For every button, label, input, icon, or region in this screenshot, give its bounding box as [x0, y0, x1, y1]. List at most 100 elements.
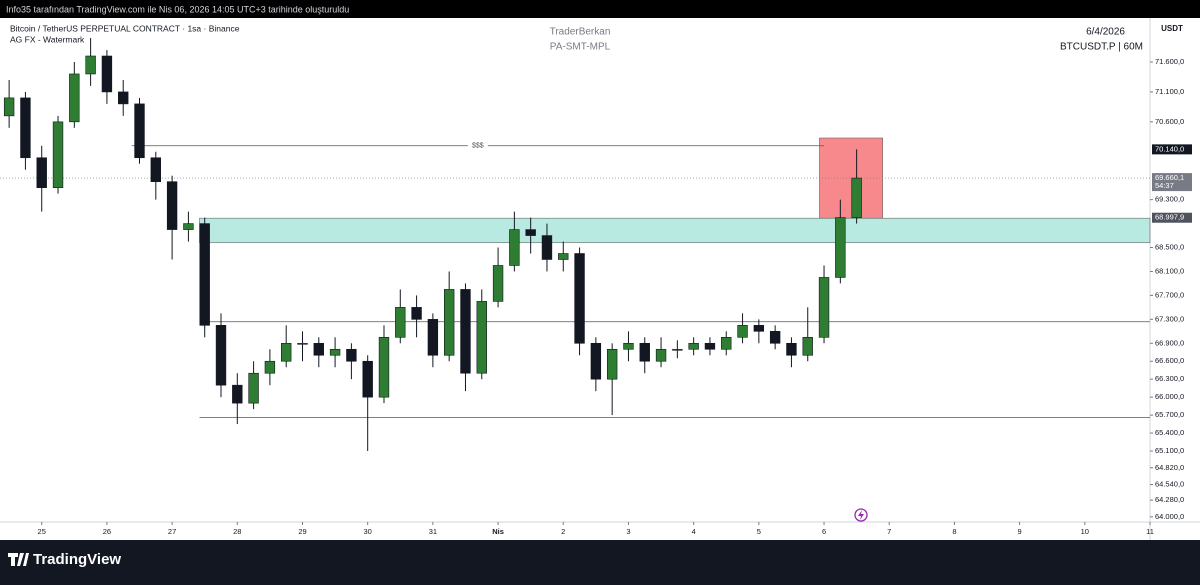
candle-body [818, 277, 830, 338]
candle-body [753, 325, 765, 332]
brand: TradingView [33, 551, 121, 568]
candle-body [395, 307, 406, 338]
zone [819, 137, 884, 219]
y-tick-label: 65.100,0 [1155, 446, 1184, 455]
price-label: 69.660,1 [1155, 173, 1184, 182]
candle-body [639, 342, 650, 362]
y-tick-label: 64.000,0 [1155, 512, 1184, 521]
candle-body [411, 307, 422, 320]
candle-body [476, 301, 487, 374]
candle-body [509, 229, 520, 266]
x-tick-label: 4 [692, 527, 696, 536]
y-tick-label: 66.300,0 [1155, 374, 1184, 383]
candle-body [606, 348, 618, 380]
y-tick-label: 66.600,0 [1155, 356, 1184, 365]
x-tick-label: 10 [1081, 527, 1089, 536]
top-bar [0, 0, 1200, 18]
currency: USDT [1161, 24, 1183, 33]
candle-body [101, 55, 113, 93]
note: Info35 tarafından TradingView.com ile Ni… [6, 4, 349, 14]
candle-body [525, 229, 536, 236]
candle-body [134, 103, 145, 159]
chart-area [0, 18, 1200, 540]
x-tick-label: 6 [822, 527, 826, 536]
author-tag: PA-SMT-MPL [550, 42, 611, 53]
candle-body [69, 73, 80, 123]
candle-body [558, 253, 569, 260]
price-label-bg [1152, 212, 1192, 223]
candle-body [541, 235, 553, 260]
candle-body [443, 289, 455, 356]
candle-body [378, 337, 390, 398]
x-tick-label: 26 [103, 527, 111, 536]
candle-body [52, 121, 64, 188]
candle-body [672, 348, 683, 351]
y-tick-label: 67.700,0 [1155, 290, 1184, 299]
candle-body [460, 289, 471, 374]
candle-body [36, 157, 47, 188]
alert-icon[interactable] [854, 508, 868, 522]
y-tick-label: 71.100,0 [1155, 87, 1184, 96]
indicator: AG FX - Watermark [10, 34, 85, 44]
date: 6/4/2026 [1086, 27, 1125, 38]
y-tick-label: 64.820,0 [1155, 463, 1184, 472]
candle-body [688, 342, 699, 350]
y-tick-label: 68.500,0 [1155, 243, 1184, 252]
price-label: 68.997,9 [1155, 213, 1184, 222]
candle-body [574, 253, 585, 344]
y-tick-label: 66.000,0 [1155, 392, 1184, 401]
candle-body [232, 384, 243, 404]
x-tick-label: Nis [492, 527, 504, 536]
candle-body [20, 97, 31, 159]
candle-body [492, 265, 504, 302]
x-tick-label: 9 [1018, 527, 1022, 536]
x-tick-label: 8 [952, 527, 956, 536]
candle-body [346, 348, 357, 362]
candle-body [427, 319, 439, 356]
brand-logo [8, 553, 29, 566]
candle-body [166, 181, 178, 230]
x-tick-label: 5 [757, 527, 761, 536]
candle-body [85, 55, 96, 75]
candle-body [851, 177, 862, 218]
y-tick-label: 64.540,0 [1155, 480, 1184, 489]
x-tick-label: 7 [887, 527, 891, 536]
candle-body [215, 325, 227, 386]
candle-body [786, 342, 797, 356]
ticker: BTCUSDT.P | 60M [1060, 42, 1143, 53]
x-tick-label: 27 [168, 527, 176, 536]
y-tick-label: 66.900,0 [1155, 338, 1184, 347]
candle-body [362, 360, 373, 398]
y-tick-label: 67.300,0 [1155, 314, 1184, 323]
x-tick-label: 25 [38, 527, 46, 536]
x-tick-label: 11 [1146, 527, 1154, 536]
candle-body [704, 342, 716, 350]
candle-body [183, 223, 194, 230]
x-tick-label: 29 [298, 527, 306, 536]
candle-body [737, 325, 748, 338]
y-tick-label: 64.280,0 [1155, 495, 1184, 504]
y-tick-label: 69.300,0 [1155, 195, 1184, 204]
y-tick-label: 65.400,0 [1155, 428, 1184, 437]
candle-body [835, 217, 846, 278]
candle-body [248, 372, 259, 404]
price-label: 70.140,0 [1155, 144, 1184, 153]
candle-body [3, 97, 15, 117]
candle-body [769, 331, 781, 344]
candle-body [199, 223, 210, 326]
zone [199, 217, 1151, 244]
y-tick-label: 70.600,0 [1155, 117, 1184, 126]
symbol: Bitcoin / TetherUS PERPETUAL CONTRACT · … [10, 23, 240, 33]
candle-body [313, 342, 324, 356]
candle-body [150, 157, 162, 182]
y-tick-label: 71.600,0 [1155, 57, 1184, 66]
level-label-bg [467, 141, 488, 150]
x-tick-label: 2 [561, 527, 565, 536]
y-tick-label: 65.700,0 [1155, 410, 1184, 419]
price-label-bg [1152, 144, 1192, 155]
candle-body [329, 348, 341, 356]
level-label: $$$ [472, 143, 484, 150]
y-tick-label: 68.100,0 [1155, 266, 1184, 275]
